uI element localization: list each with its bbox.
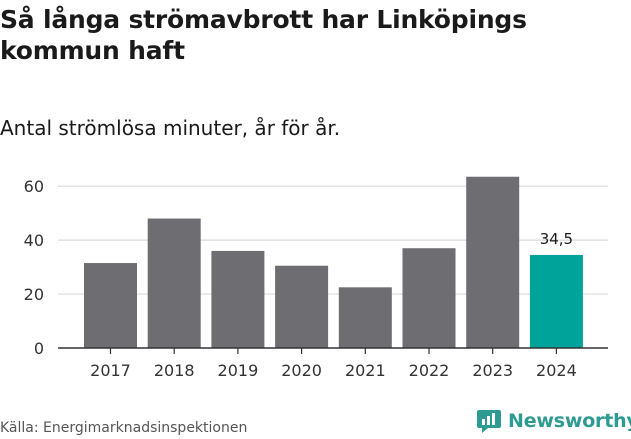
- bar-chart: 0 20 40 60 2017 2018 2019 2020 2021 2022 2023 2024…: [24, 176, 608, 380]
- bars: [84, 176, 583, 348]
- bar-2017: [84, 263, 137, 348]
- chart-subtitle: Antal strömlösa minuter, år för år.: [0, 116, 341, 140]
- x-tick-label: 2020: [281, 361, 322, 380]
- bar-2019: [211, 250, 265, 348]
- bar-2021: [338, 287, 392, 348]
- data-label: 34,5: [540, 230, 573, 248]
- source-note: Källa: Energimarknadsinspektionen: [0, 420, 248, 436]
- y-axis-tick-labels: 0 20 40 60: [24, 177, 44, 358]
- y-tick-label: 60: [24, 177, 44, 196]
- grid-lines: [58, 185, 608, 295]
- data-labels: 34,5: [540, 230, 573, 248]
- x-tick-label: 2018: [154, 361, 195, 380]
- bar-2022: [402, 248, 456, 348]
- chart-title: Så långa strömavbrott har Linköpings kom…: [0, 5, 527, 65]
- y-tick-label: 20: [24, 285, 44, 304]
- brand-name: Newsworthy: [508, 410, 631, 432]
- bar-2023: [466, 176, 520, 348]
- y-tick-label: 40: [24, 231, 44, 250]
- x-tick-label: 2021: [345, 361, 386, 380]
- x-tick-label: 2017: [90, 361, 131, 380]
- bar-2018: [147, 218, 201, 348]
- x-tick-label: 2022: [409, 361, 450, 380]
- bar-2024: [529, 254, 583, 348]
- brand-logo: Newsworthy: [476, 408, 631, 434]
- bar-2020: [275, 265, 329, 348]
- x-tick-label: 2019: [218, 361, 259, 380]
- x-tick-label: 2023: [472, 361, 513, 380]
- x-tick-label: 2024: [536, 361, 577, 380]
- newsworthy-logo-icon: [477, 410, 501, 433]
- y-tick-label: 0: [34, 339, 44, 358]
- x-axis-tick-labels: 2017 2018 2019 2020 2021 2022 2023 2024: [90, 348, 577, 380]
